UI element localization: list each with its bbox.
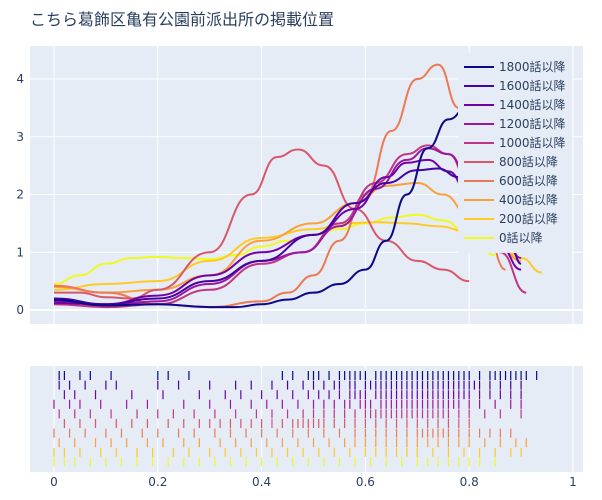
x-tick-label: 0.8: [460, 475, 479, 489]
legend-label: 1600話以降: [499, 78, 566, 93]
y-tick-label: 1: [16, 245, 24, 259]
y-tick-label: 3: [16, 130, 24, 144]
y-tick-label: 0: [16, 303, 24, 317]
legend-label: 600話以降: [499, 173, 558, 188]
x-tick-label: 0.2: [148, 475, 167, 489]
legend-label: 1000話以降: [499, 135, 566, 150]
legend: 1800話以降 1600話以降 1400話以降 1200話以降 1000話以降 800話以…: [458, 53, 572, 253]
series-line: [53, 103, 470, 309]
y-tick-label: 2: [16, 188, 24, 202]
y-tick-label: 4: [16, 72, 24, 86]
legend-label: 800話以降: [499, 154, 558, 169]
x-tick-label: 0.4: [252, 475, 271, 489]
x-tick-label: 0.6: [356, 475, 375, 489]
legend-label: 400話以降: [499, 192, 558, 207]
rug-plot-area: [30, 366, 583, 472]
x-tick-labels: 0 0.2 0.4 0.6 0.8 1: [50, 475, 577, 489]
rug-marks: [53, 371, 538, 467]
series-line: [53, 213, 496, 286]
y-tick-labels: 0 1 2 3 4: [16, 72, 24, 317]
chart-title: こちら葛飾区亀有公園前派出所の掲載位置: [30, 10, 334, 29]
legend-label: 0話以降: [499, 230, 543, 245]
x-tick-label: 0: [50, 475, 58, 489]
legend-label: 1800話以降: [499, 59, 566, 74]
series-line: [53, 148, 470, 300]
legend-label: 200話以降: [499, 211, 558, 226]
legend-label: 1400話以降: [499, 97, 566, 112]
legend-label: 1200話以降: [499, 116, 566, 131]
x-tick-label: 1: [569, 475, 577, 489]
